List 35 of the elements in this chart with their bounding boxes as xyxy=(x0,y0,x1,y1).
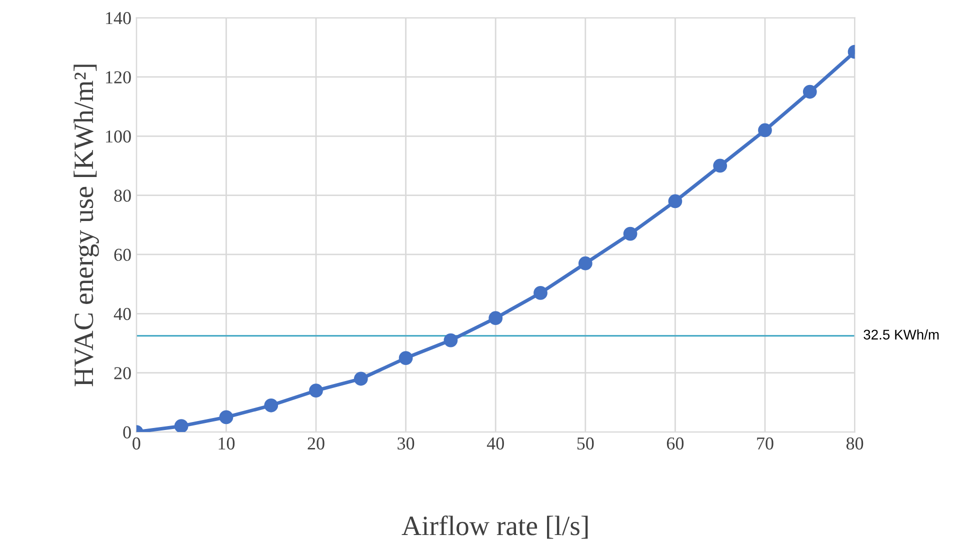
point xyxy=(174,419,188,432)
x-tick-label: 80 xyxy=(846,437,864,450)
x-axis-title: Airflow rate [l/s] xyxy=(402,515,588,539)
y-tick-label: 0 xyxy=(123,426,131,438)
point xyxy=(668,194,682,208)
x-tick-label: 0 xyxy=(132,437,140,450)
ref-line-label: 32.5 KWh/m xyxy=(864,329,939,340)
point xyxy=(309,384,323,398)
y-tick-label: 140 xyxy=(106,12,131,24)
y-tick-label: 60 xyxy=(114,248,131,261)
x-tick-label: 10 xyxy=(218,437,235,450)
x-tick-label: 70 xyxy=(757,437,774,450)
y-axis-title: HVAC energy use [KWh/m²] xyxy=(74,64,99,386)
y-tick-label: 100 xyxy=(106,130,131,143)
x-tick-label: 40 xyxy=(486,437,504,450)
point xyxy=(802,84,817,99)
x-tick-label: 60 xyxy=(666,437,684,450)
point xyxy=(264,398,278,412)
point xyxy=(219,410,234,424)
point xyxy=(534,286,548,300)
y-tick-label: 20 xyxy=(114,367,131,380)
x-tick-label: 20 xyxy=(308,437,324,450)
point xyxy=(758,123,772,138)
y-tick-label: 80 xyxy=(114,190,131,202)
y-tick-label: 120 xyxy=(106,71,131,84)
point xyxy=(488,311,503,326)
point xyxy=(444,333,458,348)
point xyxy=(354,372,368,386)
point xyxy=(578,256,592,270)
y-tick-label: 40 xyxy=(114,308,131,320)
point xyxy=(713,158,728,173)
point xyxy=(398,351,413,365)
x-tick-label: 30 xyxy=(398,437,414,450)
x-tick-label: 50 xyxy=(577,437,594,450)
point xyxy=(623,226,638,241)
